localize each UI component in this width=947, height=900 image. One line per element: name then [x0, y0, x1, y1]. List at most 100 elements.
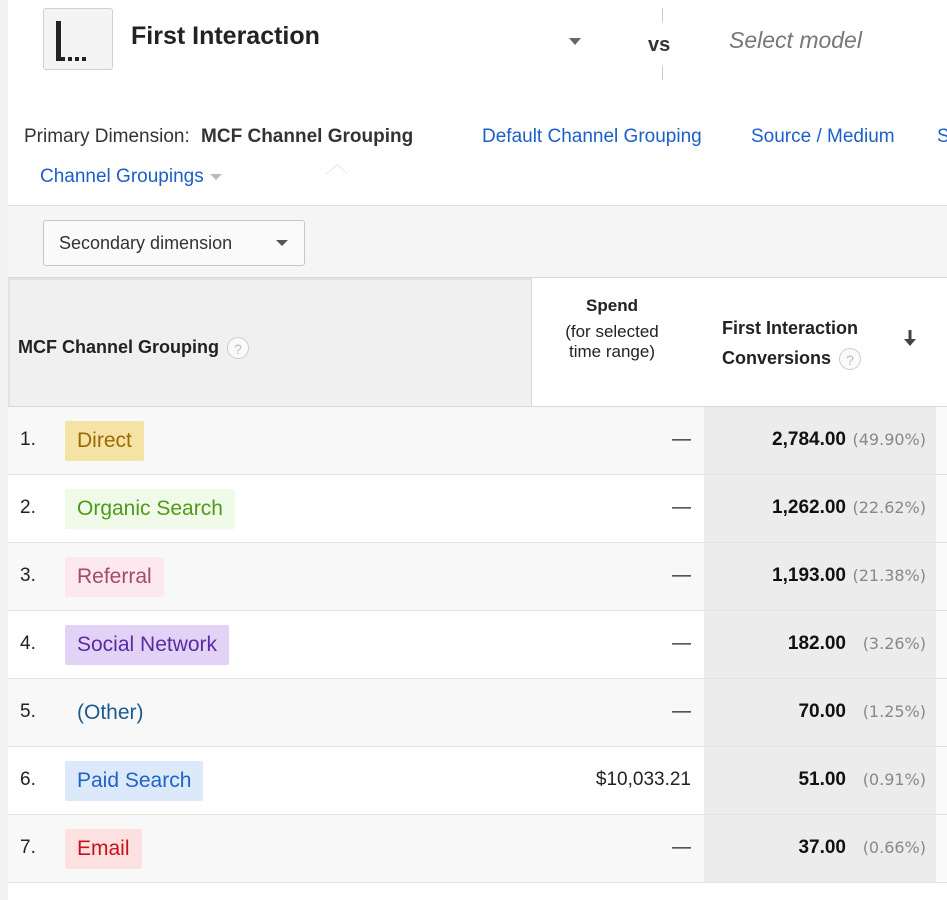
conversions-percent: (22.62%) — [852, 498, 927, 517]
row-number: 5. — [20, 701, 36, 722]
dimension-link-source-medium[interactable]: Source / Medium — [751, 126, 895, 147]
channel-label[interactable]: Paid Search — [65, 761, 204, 801]
spend-cell: — — [532, 611, 704, 678]
dimension-cell: 2. Organic Search — [8, 475, 532, 542]
overflow-cell — [936, 747, 947, 814]
column-header-dimension-label: MCF Channel Grouping? — [18, 337, 249, 360]
conversions-cell: 2,784.00 (49.90%) — [704, 407, 936, 474]
conversions-percent: (21.38%) — [852, 566, 927, 585]
column-header-dimension-text: MCF Channel Grouping — [18, 337, 219, 357]
sort-descending-arrow-icon[interactable] — [902, 328, 918, 348]
vs-label: vs — [648, 34, 671, 56]
channel-label[interactable]: Direct — [65, 421, 144, 461]
model-name[interactable]: First Interaction — [131, 22, 320, 50]
conversions-cell: 37.00 (0.66%) — [704, 815, 936, 882]
channel-label[interactable]: Referral — [65, 557, 164, 597]
table-toolbar: Secondary dimension — [8, 205, 947, 277]
left-rule — [0, 0, 8, 900]
secondary-dimension-label: Secondary dimension — [59, 233, 233, 253]
conversions-cell: 182.00 (3.26%) — [704, 611, 936, 678]
conversions-value: 37.00 (0.66%) — [798, 837, 926, 859]
conversions-header-line-2: Conversions? — [722, 348, 862, 371]
column-header-conversions[interactable]: First Interaction Conversions? — [704, 278, 936, 406]
spend-cell: — — [532, 679, 704, 746]
spend-value: — — [672, 565, 691, 586]
spend-header-subtitle-line-2: time range) — [569, 342, 655, 361]
primary-dimension-bar: Primary Dimension: MCF Channel Grouping … — [24, 126, 947, 148]
spend-value: — — [672, 429, 691, 450]
conversions-cell: 51.00 (0.91%) — [704, 747, 936, 814]
overflow-cell — [936, 815, 947, 882]
dimension-link-default-channel-grouping[interactable]: Default Channel Grouping — [482, 126, 702, 147]
table-row[interactable]: 2. Organic Search — 1,262.00 (22.62%) — [8, 475, 947, 543]
conversions-cell: 70.00 (1.25%) — [704, 679, 936, 746]
conversions-cell: 1,193.00 (21.38%) — [704, 543, 936, 610]
channel-label[interactable]: Social Network — [65, 625, 230, 665]
row-number: 7. — [20, 837, 36, 858]
chevron-down-icon — [276, 240, 288, 246]
overflow-cell — [936, 611, 947, 678]
row-number: 1. — [20, 429, 36, 450]
active-dimension-pointer-icon — [326, 164, 348, 174]
dimension-cell: 6. Paid Search — [8, 747, 532, 814]
overflow-cell — [936, 543, 947, 610]
dimension-cell: 3. Referral — [8, 543, 532, 610]
channel-groupings-link[interactable]: Channel Groupings — [40, 166, 204, 187]
conversions-count: 2,784.00 — [772, 429, 846, 450]
compare-model-select[interactable]: Select model — [729, 27, 862, 53]
first-interaction-model-icon[interactable] — [43, 8, 113, 70]
vs-divider-bottom — [662, 66, 663, 80]
table-row[interactable]: 4. Social Network — 182.00 (3.26%) — [8, 611, 947, 679]
overflow-cell — [936, 407, 947, 474]
vs-divider-top — [662, 8, 663, 22]
spend-cell: — — [532, 543, 704, 610]
overflow-cell — [936, 679, 947, 746]
table-row[interactable]: 1. Direct — 2,784.00 (49.90%) — [8, 407, 947, 475]
conversions-value: 182.00 (3.26%) — [788, 633, 926, 655]
conversions-percent: (1.25%) — [862, 702, 926, 721]
conversions-percent: (3.26%) — [862, 634, 926, 653]
conversions-count: 51.00 — [798, 769, 846, 790]
conversions-count: 70.00 — [798, 701, 846, 722]
overflow-cell — [936, 475, 947, 542]
channel-label[interactable]: Email — [65, 829, 142, 869]
table-row[interactable]: 7. Email — 37.00 (0.66%) — [8, 815, 947, 883]
row-number: 4. — [20, 633, 36, 654]
conversions-percent: (0.66%) — [862, 838, 926, 857]
spend-cell: — — [532, 475, 704, 542]
column-header-spend[interactable]: Spend (for selected time range) — [532, 278, 704, 406]
model-dropdown-caret-icon[interactable] — [569, 38, 581, 45]
row-number: 2. — [20, 497, 36, 518]
channel-label[interactable]: (Other) — [77, 701, 144, 724]
table-row[interactable]: 3. Referral — 1,193.00 (21.38%) — [8, 543, 947, 611]
primary-dimension-label: Primary Dimension: — [24, 126, 190, 147]
conversions-value: 1,262.00 (22.62%) — [772, 497, 926, 519]
conversions-value: 1,193.00 (21.38%) — [772, 565, 926, 587]
secondary-dimension-button[interactable]: Secondary dimension — [43, 220, 305, 266]
channel-groupings-menu[interactable]: Channel Groupings — [40, 166, 222, 188]
chevron-down-icon — [209, 173, 222, 180]
spend-value: — — [672, 701, 691, 722]
column-header-dimension[interactable]: MCF Channel Grouping? — [8, 278, 532, 406]
table-header: MCF Channel Grouping? Spend (for selecte… — [8, 277, 947, 407]
help-icon[interactable]: ? — [839, 348, 862, 371]
table-row[interactable]: 5. (Other) — 70.00 (1.25%) — [8, 679, 947, 747]
spend-value: — — [672, 497, 691, 518]
spend-header-subtitle-line-1: (for selected — [565, 322, 659, 341]
spend-value: — — [672, 837, 691, 858]
table-body: 1. Direct — 2,784.00 (49.90%) 2. Organic Searc… — [8, 407, 947, 883]
conversions-header-text: Conversions — [722, 348, 832, 368]
dimension-cell: 4. Social Network — [8, 611, 532, 678]
conversions-count: 1,262.00 — [772, 497, 846, 518]
primary-dimension-active: MCF Channel Grouping — [201, 126, 414, 147]
dimension-cell: 7. Email — [8, 815, 532, 882]
row-number: 6. — [20, 769, 36, 790]
row-number: 3. — [20, 565, 36, 586]
spend-cell: — — [532, 815, 704, 882]
help-icon[interactable]: ? — [226, 337, 249, 360]
channel-label[interactable]: Organic Search — [65, 489, 235, 529]
table-row[interactable]: 6. Paid Search $10,033.21 51.00 (0.91%) — [8, 747, 947, 815]
spend-cell: — — [532, 407, 704, 474]
dimension-link-truncated[interactable]: S — [937, 126, 947, 147]
